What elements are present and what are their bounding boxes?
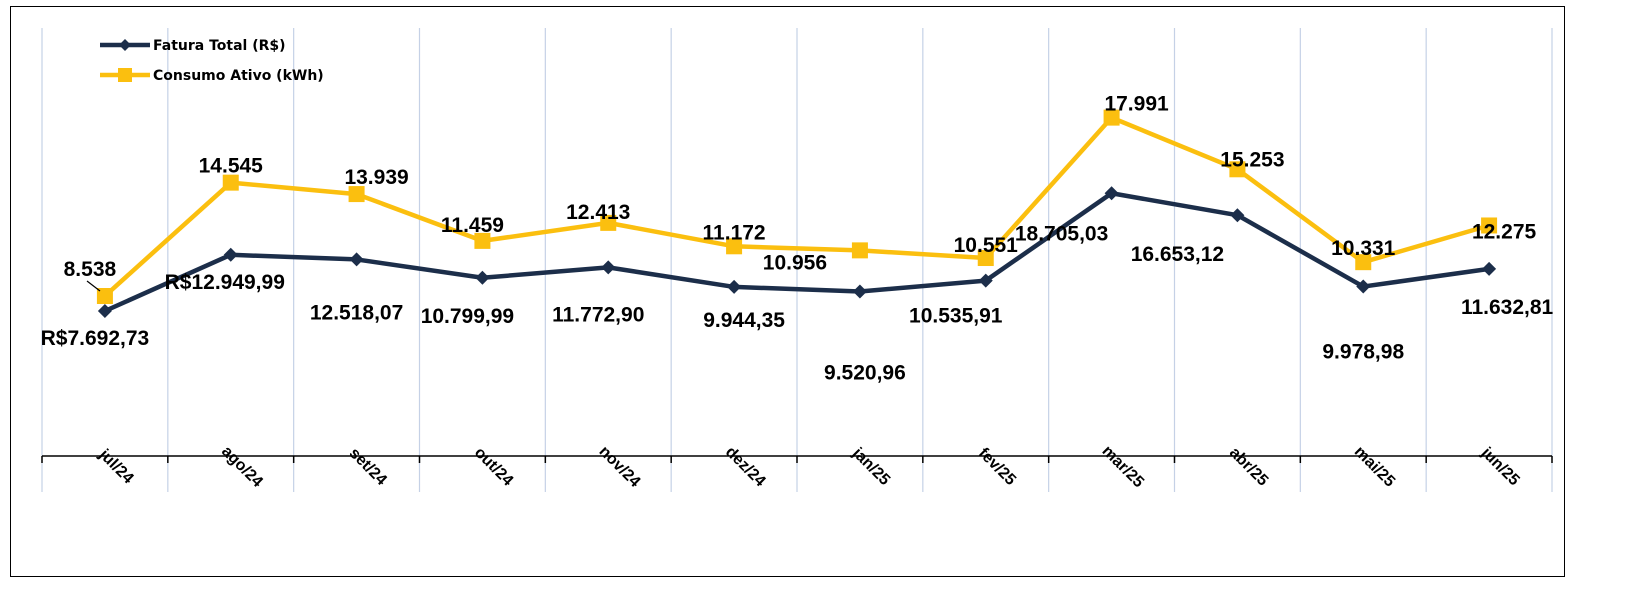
data-point — [348, 186, 365, 203]
data-point — [1482, 261, 1497, 276]
data-point — [1229, 161, 1246, 178]
data-label: 10.331 — [1331, 237, 1396, 260]
data-point — [727, 279, 742, 294]
data-point — [96, 288, 113, 304]
x-tick-label: mai/25 — [1351, 443, 1398, 490]
data-label: 11.632,81 — [1461, 296, 1554, 319]
data-point — [1356, 279, 1371, 294]
data-label: 13.939 — [344, 166, 408, 189]
data-label: 12.275 — [1472, 220, 1537, 243]
legend-marker — [119, 39, 131, 51]
data-point — [977, 250, 994, 267]
data-label: 11.459 — [441, 214, 504, 237]
x-tick-label: nov/24 — [596, 443, 644, 491]
data-point — [601, 260, 616, 275]
legend-label: Fatura Total (R$) — [153, 38, 286, 54]
series-line — [103, 191, 1490, 314]
x-tick-label: jul/24 — [95, 446, 137, 488]
chart-frame — [10, 6, 1565, 577]
data-point — [1103, 109, 1120, 126]
data-point — [851, 242, 868, 259]
data-label: 10.535,91 — [909, 305, 1003, 328]
data-label: 11.172 — [703, 221, 766, 244]
x-tick-label: fev/25 — [975, 445, 1019, 489]
data-label: 18.705,03 — [1015, 222, 1108, 245]
data-point — [726, 238, 743, 255]
x-tick-label: jun/25 — [1477, 444, 1522, 489]
data-point — [1481, 217, 1498, 234]
series-line — [103, 115, 1490, 298]
data-label: 12.413 — [566, 201, 630, 224]
x-tick-label: abr/25 — [1226, 444, 1271, 489]
data-point — [1230, 208, 1245, 223]
data-point — [349, 252, 364, 267]
data-label: 11.772,90 — [552, 303, 644, 326]
data-point — [852, 284, 867, 299]
data-label: 10.799,99 — [421, 305, 514, 328]
x-tick-label: mar/25 — [1099, 443, 1148, 492]
data-label: 14.545 — [199, 155, 264, 178]
data-label: 10.956 — [763, 251, 827, 274]
data-point — [1104, 186, 1119, 201]
data-point — [474, 232, 491, 249]
data-label: 9.520,96 — [824, 361, 906, 384]
data-point — [600, 214, 617, 231]
x-tick-label: jan/25 — [848, 444, 893, 489]
legend-label: Consumo Ativo (kWh) — [153, 68, 324, 84]
data-point — [1355, 254, 1372, 271]
data-label: 16.653,12 — [1131, 243, 1224, 266]
data-label: 9.978,98 — [1322, 341, 1404, 364]
data-label: 12.518,07 — [310, 301, 403, 324]
x-tick-label: ago/24 — [218, 443, 266, 491]
data-label: 8.538 — [64, 258, 117, 281]
label-leader-line — [86, 280, 101, 292]
data-label: 10.551 — [954, 234, 1019, 257]
data-label: 17.991 — [1104, 93, 1169, 116]
x-tick-label: out/24 — [471, 444, 516, 489]
legend-marker — [118, 68, 132, 82]
data-point — [222, 174, 239, 191]
data-point — [97, 304, 112, 318]
data-point — [978, 273, 993, 288]
x-tick-label: dez/24 — [722, 444, 769, 491]
data-label: 15.253 — [1220, 148, 1284, 171]
x-tick-label: set/24 — [346, 445, 390, 489]
data-point — [223, 247, 238, 262]
data-label: 9.944,35 — [703, 309, 785, 332]
data-label: R$12.949,99 — [165, 271, 285, 294]
data-label: R$7.692,73 — [41, 327, 150, 350]
data-point — [475, 270, 490, 285]
